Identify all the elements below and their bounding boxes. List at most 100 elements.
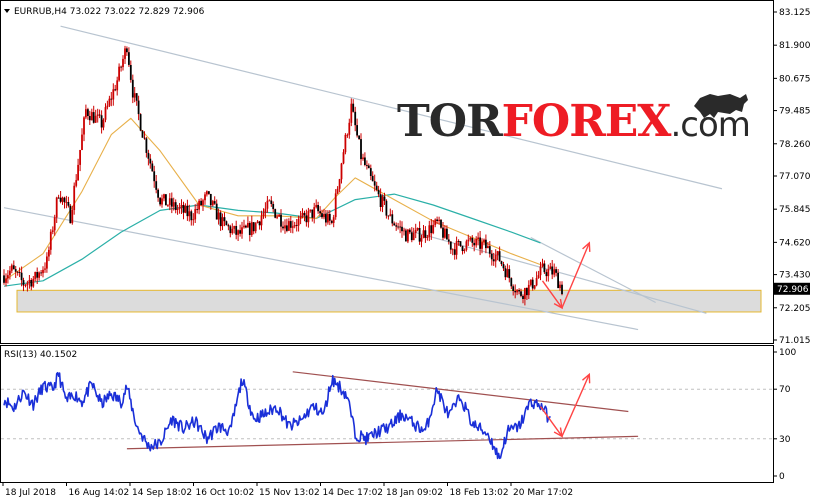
watermark-forex: FOREX: [502, 96, 673, 147]
candle-body: [430, 225, 433, 234]
candle-body: [155, 181, 158, 190]
candle-body: [438, 219, 440, 221]
candle-body: [325, 214, 327, 223]
candle-body: [543, 263, 546, 273]
candle-body: [522, 295, 524, 299]
price-tick-label: 71.015: [779, 336, 811, 346]
candle-body: [529, 279, 532, 285]
candle-body: [422, 230, 425, 239]
candle-body: [157, 189, 159, 198]
candle-body: [260, 216, 263, 226]
current-price-label: 72.906: [774, 282, 810, 295]
candle-body: [110, 98, 113, 100]
candle-body: [449, 241, 452, 250]
candle-body: [120, 66, 122, 68]
candle-body: [535, 278, 538, 286]
candle-body: [327, 214, 329, 223]
candle-body: [309, 209, 312, 212]
candle-body: [264, 208, 267, 213]
candle-body: [96, 114, 99, 116]
candle-body: [348, 122, 351, 135]
candle-body: [393, 223, 396, 226]
candle-body: [217, 212, 220, 220]
time-tick-label: 14 Dec 17:02: [323, 488, 384, 498]
candle-body: [539, 266, 542, 276]
candle-body: [432, 224, 435, 234]
candle-body: [170, 198, 173, 207]
candle-body: [137, 100, 140, 115]
candle-body: [330, 220, 333, 223]
candle-body: [377, 189, 380, 195]
candle-body: [518, 290, 520, 292]
candle-body: [364, 157, 366, 165]
current-price-text: 72.906: [777, 285, 809, 295]
candle-body: [40, 272, 42, 274]
candle-body: [190, 211, 193, 221]
candle-body: [5, 278, 7, 283]
candle-body: [184, 205, 187, 213]
candle-body: [381, 196, 384, 207]
candle-body: [371, 175, 374, 182]
candle-body: [395, 225, 398, 227]
candle-body: [18, 272, 21, 273]
candle-body: [114, 89, 117, 91]
candle-body: [366, 165, 368, 166]
candle-body: [221, 217, 224, 227]
candle-body: [118, 66, 120, 81]
candle-body: [498, 251, 501, 262]
candle-body: [367, 165, 370, 169]
candle-body: [467, 239, 470, 242]
candle-body: [473, 242, 476, 246]
time-tick-label: 18 Jul 2018: [5, 488, 56, 498]
rsi-forecast-up-arrow-head: [582, 372, 591, 384]
candle-body: [350, 103, 353, 123]
candle-body: [412, 232, 415, 241]
candle-body: [375, 185, 378, 190]
candle-body: [356, 125, 358, 136]
candle-body: [12, 265, 15, 270]
ma-slow-line: [3, 193, 541, 287]
candle-body: [59, 197, 62, 202]
candle-body: [293, 225, 296, 227]
candle-body: [55, 197, 58, 218]
candle-body: [426, 236, 429, 238]
time-tick-label: 15 Nov 13:02: [259, 488, 320, 498]
candle-body: [69, 205, 72, 224]
price-tick-label: 83.125: [779, 8, 811, 18]
candle-body: [202, 200, 204, 205]
candle-body: [229, 226, 232, 234]
candle-body: [446, 228, 448, 240]
candle-body: [510, 278, 513, 287]
forecast-up-arrow-head: [582, 241, 591, 252]
candle-body: [243, 225, 245, 228]
candle-body: [235, 226, 238, 235]
candle-body: [508, 269, 511, 279]
channel-lower-line: [3, 207, 639, 331]
candle-body: [53, 217, 56, 231]
candle-body: [44, 268, 46, 270]
price-tick-label: 78.260: [779, 140, 811, 150]
candle-body: [213, 201, 216, 204]
rsi-series: [3, 371, 551, 460]
candle-body: [219, 212, 222, 227]
candle-body: [514, 291, 517, 293]
candle-body: [436, 219, 438, 221]
candle-body: [131, 79, 134, 98]
candle-body: [143, 137, 146, 139]
candle-body: [182, 205, 185, 213]
watermark-logo: TORFOREX.com: [397, 94, 751, 147]
time-tick-label: 18 Feb 13:02: [450, 488, 509, 498]
candle-body: [254, 223, 257, 232]
candle-body: [358, 135, 360, 140]
candle-body: [256, 221, 259, 223]
candle-body: [92, 112, 95, 123]
candle-body: [147, 152, 150, 159]
candle-body: [496, 251, 499, 255]
price-tick-label: 72.205: [779, 304, 811, 314]
candle-body: [338, 179, 341, 189]
rsi-trend-lower: [126, 435, 639, 450]
candle-body: [262, 212, 265, 217]
candle-body: [186, 205, 189, 217]
time-tick-label: 20 Mar 17:02: [513, 488, 573, 498]
candle-body: [416, 228, 419, 230]
